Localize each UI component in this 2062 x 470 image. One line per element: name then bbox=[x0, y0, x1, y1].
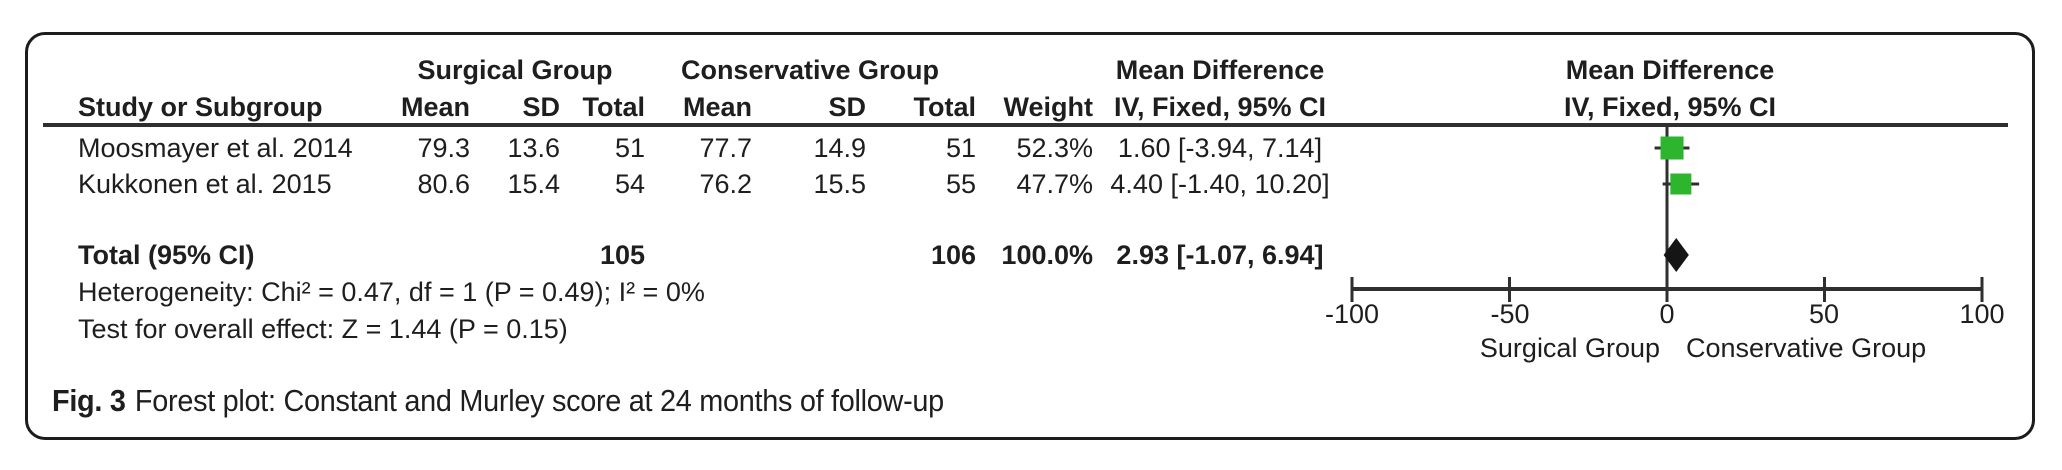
study-name: Kukkonen et al. 2015 bbox=[78, 169, 332, 199]
col-header-c-mean: Mean bbox=[682, 92, 752, 122]
study-s-total: 51 bbox=[614, 133, 645, 163]
study-c-sd: 15.5 bbox=[813, 169, 866, 199]
figure-caption: Fig. 3 Forest plot: Constant and Murley s… bbox=[52, 383, 944, 419]
axis-tick-label: -100 bbox=[1324, 299, 1380, 329]
mean-difference-header: Mean Difference bbox=[1115, 55, 1325, 85]
col-header-s-sd: SD bbox=[522, 92, 560, 122]
study-s-sd: 13.6 bbox=[507, 133, 560, 163]
col-header-weight: Weight bbox=[1003, 92, 1094, 122]
heterogeneity-text: Heterogeneity: Chi² = 0.47, df = 1 (P = … bbox=[78, 277, 705, 307]
study-weight: 47.7% bbox=[1016, 169, 1093, 199]
study-name: Moosmayer et al. 2014 bbox=[78, 133, 353, 163]
axis-tick-label: 100 bbox=[1959, 299, 2005, 329]
axis-favours-left-label: Surgical Group bbox=[1479, 333, 1660, 363]
surgical-group-header: Surgical Group bbox=[417, 55, 613, 85]
total-md-ci: 2.93 [-1.07, 6.94] bbox=[1116, 240, 1324, 270]
col-header-c-total: Total bbox=[913, 92, 977, 122]
figure-caption-label: Fig. 3 bbox=[52, 383, 126, 418]
study-c-total: 51 bbox=[945, 133, 976, 163]
axis-tick-label: 0 bbox=[1659, 299, 1675, 329]
axis-favours-right-label: Conservative Group bbox=[1686, 333, 1927, 363]
axis-tick-label: 50 bbox=[1808, 299, 1840, 329]
study-c-mean: 76.2 bbox=[699, 169, 752, 199]
plot-title: Mean Difference bbox=[1565, 55, 1775, 85]
total-weight: 100.0% bbox=[1001, 240, 1093, 270]
figure-border bbox=[25, 32, 2035, 440]
study-md-ci: 4.40 [-1.40, 10.20] bbox=[1110, 169, 1330, 199]
figure-caption-text: Forest plot: Constant and Murley score a… bbox=[134, 383, 944, 418]
col-header-c-sd: SD bbox=[828, 92, 866, 122]
total-label: Total (95% CI) bbox=[78, 240, 255, 270]
col-header-s-mean: Mean bbox=[400, 92, 470, 122]
overall-effect-text: Test for overall effect: Z = 1.44 (P = 0… bbox=[78, 314, 568, 344]
plot-subtitle: IV, Fixed, 95% CI bbox=[1563, 92, 1777, 122]
total-s-total: 105 bbox=[599, 240, 645, 270]
total-c-total: 106 bbox=[930, 240, 976, 270]
axis-tick-label: -50 bbox=[1490, 299, 1530, 329]
study-s-mean: 79.3 bbox=[417, 133, 470, 163]
col-header-s-total: Total bbox=[582, 92, 646, 122]
study-s-sd: 15.4 bbox=[507, 169, 560, 199]
study-s-mean: 80.6 bbox=[417, 169, 470, 199]
conservative-group-header: Conservative Group bbox=[680, 55, 940, 85]
study-s-total: 54 bbox=[614, 169, 645, 199]
study-c-mean: 77.7 bbox=[699, 133, 752, 163]
study-c-sd: 14.9 bbox=[813, 133, 866, 163]
study-md-ci: 1.60 [-3.94, 7.14] bbox=[1117, 133, 1323, 163]
col-header-study: Study or Subgroup bbox=[78, 92, 323, 122]
study-weight: 52.3% bbox=[1016, 133, 1093, 163]
col-header-md-ci: IV, Fixed, 95% CI bbox=[1113, 92, 1327, 122]
study-c-total: 55 bbox=[945, 169, 976, 199]
